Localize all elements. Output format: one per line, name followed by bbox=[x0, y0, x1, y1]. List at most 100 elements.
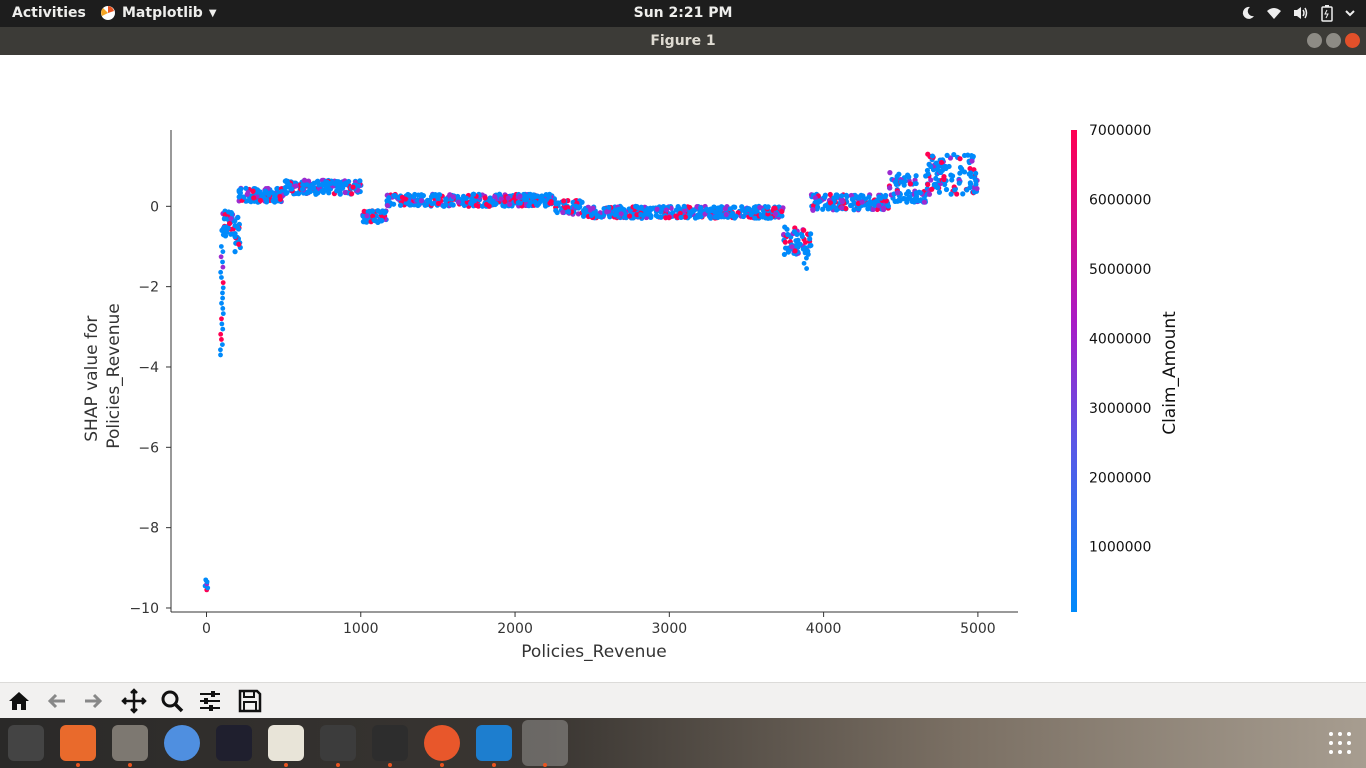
scatter-point bbox=[681, 203, 687, 209]
scatter-point bbox=[650, 205, 656, 211]
figure-canvas[interactable]: 0 1000 2000 3000 4000 5000 0 −2 −4 −6 −8 −10 Polic… bbox=[0, 55, 1366, 682]
x-tick-label: 0 bbox=[202, 621, 211, 637]
scatter-point bbox=[418, 198, 425, 204]
scatter-point bbox=[917, 190, 923, 196]
scatter-point bbox=[638, 205, 645, 211]
zoom-icon[interactable] bbox=[159, 688, 185, 714]
app-menu[interactable]: Matplotlib ▼ bbox=[100, 5, 217, 21]
scatter-point bbox=[435, 196, 441, 202]
scatter-point bbox=[887, 170, 893, 176]
scatter-point bbox=[626, 206, 632, 212]
back-icon[interactable] bbox=[44, 688, 70, 714]
scatter-point bbox=[272, 193, 278, 199]
minimize-button[interactable] bbox=[1307, 33, 1322, 48]
show-applications-icon[interactable] bbox=[1328, 731, 1352, 755]
firefox-icon[interactable] bbox=[424, 725, 460, 761]
scatter-point bbox=[505, 195, 511, 201]
running-indicator bbox=[336, 763, 340, 767]
scatter-point bbox=[220, 290, 225, 296]
scatter-point bbox=[807, 236, 813, 242]
configure-subplots-icon[interactable] bbox=[197, 688, 223, 714]
system-tray[interactable] bbox=[1240, 4, 1356, 22]
scatter-point bbox=[708, 206, 714, 212]
scatter-point bbox=[226, 220, 233, 227]
terminal-icon[interactable] bbox=[372, 725, 408, 761]
save-icon[interactable] bbox=[237, 688, 263, 714]
scatter-point bbox=[633, 203, 639, 209]
y-tick-label: −10 bbox=[129, 601, 159, 617]
scatter-point bbox=[440, 203, 446, 209]
scatter-point bbox=[760, 207, 766, 214]
scatter-point bbox=[782, 239, 788, 245]
y-tick-label: −6 bbox=[138, 440, 159, 456]
scatter-point bbox=[943, 186, 950, 193]
scatter-point bbox=[905, 196, 911, 202]
scatter-point bbox=[340, 185, 346, 191]
scatter-point bbox=[838, 205, 845, 211]
activities-button[interactable]: Activities bbox=[12, 5, 86, 21]
scatter-point bbox=[827, 200, 834, 206]
scatter-point bbox=[812, 195, 818, 201]
scatter-point bbox=[801, 260, 807, 266]
matplotlib-figure-icon[interactable] bbox=[522, 720, 568, 766]
scatter-point bbox=[235, 214, 241, 221]
scatter-point bbox=[304, 182, 310, 188]
scatter-point bbox=[697, 209, 703, 215]
scatter-point bbox=[822, 194, 828, 200]
scatter-point bbox=[929, 153, 936, 159]
scatter-point bbox=[944, 152, 950, 158]
scatter-point bbox=[392, 192, 398, 199]
volume-icon bbox=[1294, 7, 1308, 19]
files-icon[interactable] bbox=[112, 725, 148, 761]
window-titlebar[interactable]: Figure 1 bbox=[0, 27, 1366, 55]
dock bbox=[0, 718, 1366, 768]
scatter-point bbox=[913, 173, 919, 179]
software-center-icon[interactable] bbox=[60, 725, 96, 761]
vscode-icon[interactable] bbox=[476, 725, 512, 761]
running-indicator bbox=[543, 763, 547, 767]
text-editor-icon[interactable] bbox=[268, 725, 304, 761]
scatter-point bbox=[901, 196, 907, 202]
scatter-point bbox=[500, 203, 506, 209]
home-icon[interactable] bbox=[6, 688, 32, 714]
scatter-point bbox=[468, 200, 474, 206]
scatter-point bbox=[807, 243, 813, 249]
chromium-icon[interactable] bbox=[164, 725, 200, 761]
close-button[interactable] bbox=[1345, 33, 1360, 48]
scatter-point bbox=[588, 212, 595, 218]
scatter-point bbox=[768, 215, 774, 221]
scatter-point bbox=[220, 311, 226, 317]
maximize-button[interactable] bbox=[1326, 33, 1341, 48]
scatter-point bbox=[928, 163, 934, 170]
scatter-point bbox=[316, 182, 322, 188]
scatter-points bbox=[202, 151, 980, 593]
intellij-icon[interactable] bbox=[216, 725, 252, 761]
scatter-point bbox=[748, 211, 754, 218]
scatter-point bbox=[455, 199, 462, 205]
sublime-icon[interactable] bbox=[320, 725, 356, 761]
x-tick-label: 5000 bbox=[960, 621, 996, 637]
scatter-point bbox=[232, 218, 238, 224]
scatter-point bbox=[301, 177, 308, 183]
scatter-point bbox=[781, 251, 788, 258]
scatter-point bbox=[872, 202, 878, 208]
scatter-point bbox=[370, 213, 376, 219]
scatter-point bbox=[843, 192, 849, 198]
scatter-point bbox=[399, 194, 406, 200]
scatter-point bbox=[384, 202, 391, 209]
scatter-point bbox=[236, 187, 242, 194]
scatter-point bbox=[707, 213, 713, 219]
pan-icon[interactable] bbox=[121, 688, 147, 714]
scatter-point bbox=[397, 202, 404, 208]
scatter-point bbox=[931, 181, 937, 188]
forward-icon[interactable] bbox=[80, 688, 106, 714]
scatter-point bbox=[450, 194, 456, 200]
shap-dependence-plot: 0 1000 2000 3000 4000 5000 0 −2 −4 −6 −8 −10 Polic… bbox=[82, 123, 1180, 662]
colorbar-tick-label: 1000000 bbox=[1089, 540, 1151, 556]
scatter-point bbox=[251, 195, 257, 201]
scatter-point bbox=[203, 577, 209, 583]
videos-icon[interactable] bbox=[8, 725, 44, 761]
scatter-point bbox=[543, 191, 549, 198]
scatter-point bbox=[232, 234, 238, 240]
scatter-point bbox=[682, 207, 688, 213]
